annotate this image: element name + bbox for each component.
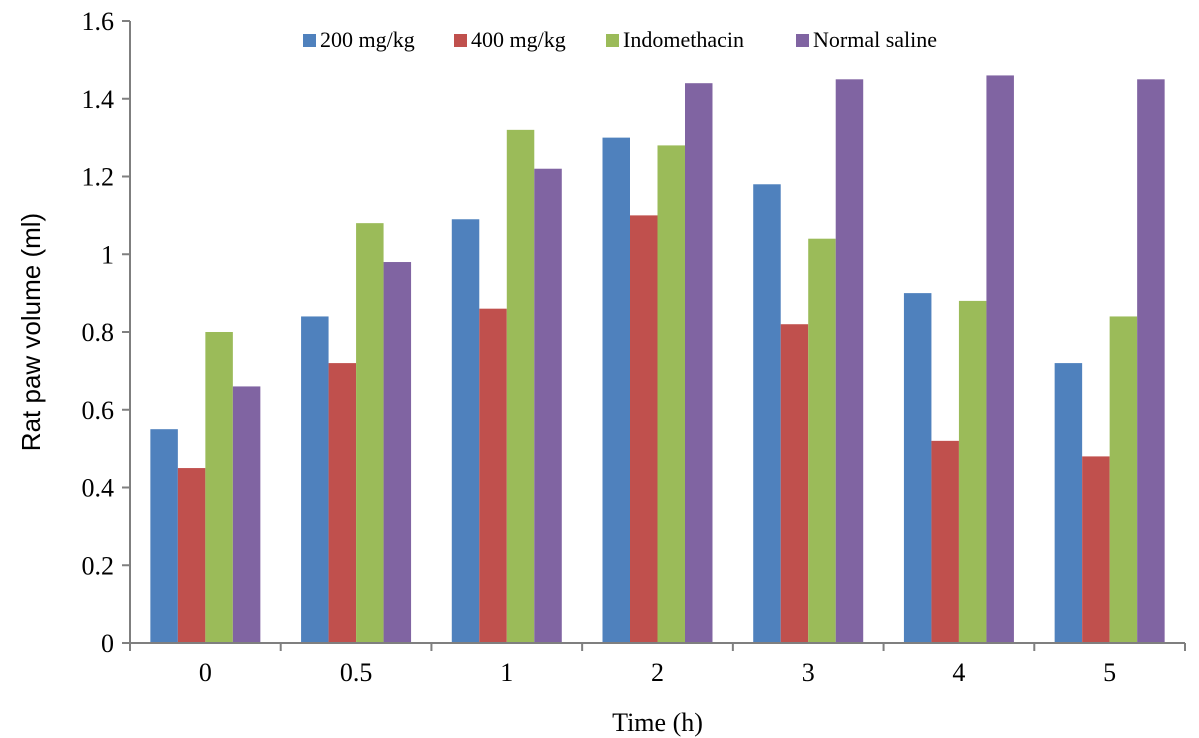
- bar-normal-saline-0: [232, 386, 261, 643]
- x-ticks-group: 0 0.5 1 2 3 4 5: [129, 643, 1186, 687]
- bar-400-mg-kg-2: [630, 215, 658, 643]
- legend-swatch: [303, 34, 316, 47]
- bar-400-mg-kg-0: [177, 468, 206, 643]
- x-axis-title: Time (h): [612, 708, 703, 737]
- bar-200-mg-kg-5: [1054, 363, 1083, 643]
- bar-indomethacin-3: [808, 238, 836, 643]
- x-tick-label: 0: [199, 658, 212, 687]
- bars-group: [150, 75, 1165, 644]
- y-tick-label: 1: [101, 240, 114, 269]
- bar-400-mg-kg-4: [931, 440, 959, 643]
- y-tick-label: 0.8: [82, 318, 115, 347]
- y-tick-label: 0.2: [82, 551, 115, 580]
- bar-indomethacin-4: [958, 300, 987, 643]
- legend-swatch: [606, 34, 619, 47]
- bar-normal-saline-2: [685, 83, 713, 643]
- y-tick-label: 0.4: [82, 474, 115, 503]
- bar-normal-saline-4: [986, 75, 1014, 644]
- x-tick-label: 4: [952, 658, 965, 687]
- legend-swatch: [454, 34, 467, 47]
- bar-200-mg-kg-3: [753, 184, 781, 643]
- y-tick-label: 0.6: [82, 396, 115, 425]
- bar-indomethacin-1: [506, 129, 535, 644]
- bar-200-mg-kg-0.5: [301, 316, 329, 643]
- x-tick-label: 5: [1103, 658, 1116, 687]
- bar-400-mg-kg-3: [780, 324, 809, 643]
- bar-indomethacin-0.5: [356, 223, 384, 643]
- legend: 200 mg/kg 400 mg/kg Indomethacin Normal sal…: [303, 27, 937, 52]
- bar-normal-saline-0.5: [383, 262, 412, 643]
- bar-normal-saline-1: [534, 168, 562, 643]
- legend-label: Indomethacin: [623, 27, 744, 52]
- bar-200-mg-kg-0: [150, 429, 178, 643]
- y-axis-title: Rat paw volume (ml): [16, 213, 46, 451]
- legend-label: 200 mg/kg: [320, 27, 415, 52]
- bar-indomethacin-0: [205, 332, 233, 643]
- x-tick-label: 2: [651, 658, 664, 687]
- y-tick-label: 1.2: [82, 163, 115, 192]
- x-tick-label: 1: [500, 658, 513, 687]
- x-tick-label: 3: [802, 658, 815, 687]
- bar-200-mg-kg-4: [903, 293, 932, 643]
- legend-label: Normal saline: [813, 27, 937, 52]
- x-tick-label: 0.5: [340, 658, 373, 687]
- y-tick-label: 1.4: [82, 85, 115, 114]
- bar-normal-saline-5: [1137, 79, 1165, 643]
- y-tick-label: 1.6: [82, 7, 115, 36]
- y-ticks-group: 0 0.2 0.4 0.6 0.8 1 1.2 1.4 1.6: [82, 7, 130, 658]
- bar-indomethacin-5: [1109, 316, 1138, 643]
- bar-200-mg-kg-2: [602, 137, 630, 643]
- bar-200-mg-kg-1: [451, 219, 480, 643]
- bar-400-mg-kg-0.5: [328, 363, 357, 643]
- bar-normal-saline-3: [835, 79, 864, 643]
- legend-label: 400 mg/kg: [471, 27, 566, 52]
- bar-400-mg-kg-5: [1082, 456, 1110, 643]
- bar-indomethacin-2: [657, 145, 685, 643]
- legend-swatch: [796, 34, 809, 47]
- bar-400-mg-kg-1: [479, 308, 507, 643]
- y-tick-label: 0: [101, 629, 114, 658]
